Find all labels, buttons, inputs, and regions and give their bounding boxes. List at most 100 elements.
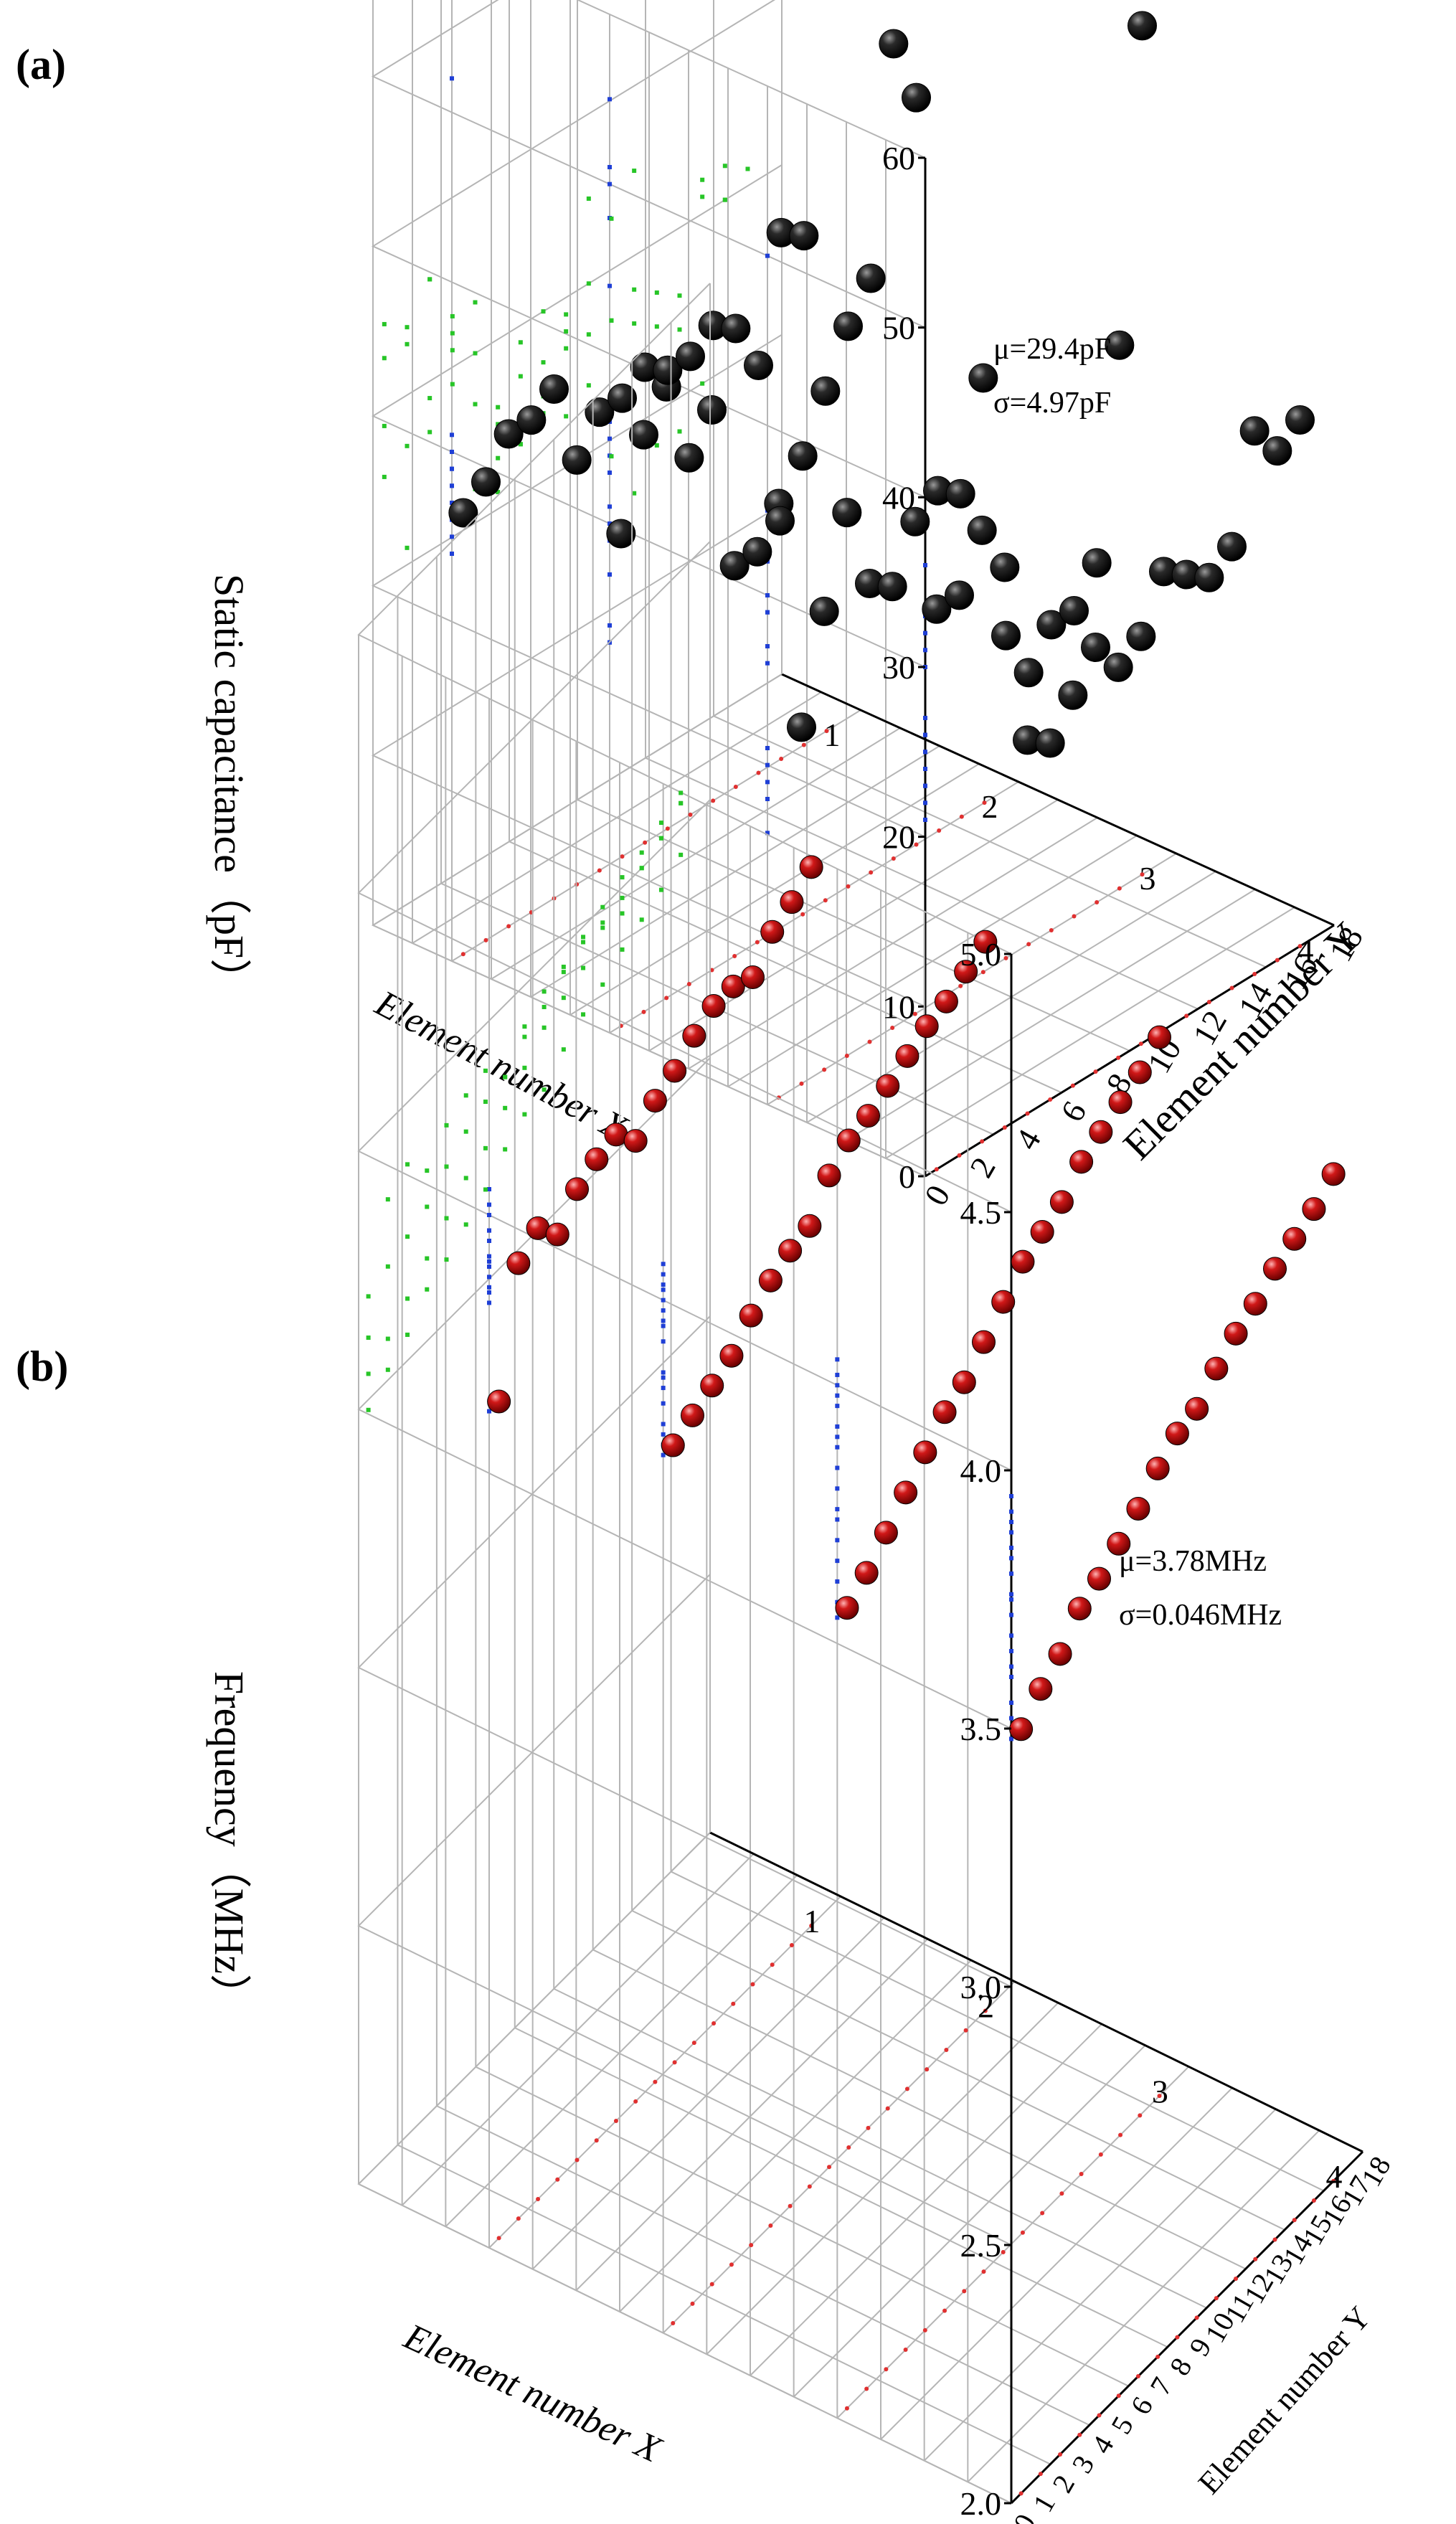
projection-y-marker	[518, 374, 523, 379]
data-point-sphere	[798, 1214, 822, 1238]
data-point-sphere	[1105, 330, 1135, 360]
floor-marker	[594, 2138, 599, 2143]
projection-y-marker	[483, 1100, 488, 1105]
data-point-sphere	[1128, 1060, 1152, 1084]
projection-y-marker	[444, 1216, 449, 1221]
projection-y-marker	[405, 443, 410, 448]
projection-y-marker	[632, 169, 637, 174]
projection-y-marker	[450, 382, 455, 387]
projection-x-marker	[1009, 1649, 1013, 1653]
projection-y-marker	[632, 491, 637, 496]
projection-x-marker	[835, 1434, 840, 1440]
data-point-sphere	[1087, 1566, 1111, 1591]
data-point-sphere	[1321, 1162, 1346, 1186]
projection-y-marker	[427, 277, 432, 282]
gridline-floor-y	[592, 1949, 1247, 2270]
z-tick-label: 0	[899, 1158, 915, 1195]
projection-y-marker	[463, 1176, 468, 1181]
gridline-floor-x	[531, 1916, 885, 2270]
projection-x-marker	[661, 1323, 666, 1328]
projection-y-marker	[654, 324, 659, 329]
projection-x-marker	[450, 534, 454, 539]
projection-x-marker	[765, 610, 770, 615]
projection-y-marker	[473, 300, 478, 305]
panel-b-projection-y	[366, 790, 684, 1412]
data-point-sphere	[991, 620, 1021, 651]
panel-b-x-axis-title: Element number X	[397, 2316, 668, 2472]
x-tick-label: 4	[1326, 2158, 1343, 2195]
data-point-sphere	[809, 596, 839, 626]
projection-x-marker	[661, 1401, 666, 1406]
projection-y-marker	[473, 402, 478, 407]
projection-y-marker	[561, 1047, 566, 1052]
floor-marker	[768, 2223, 773, 2228]
projection-x-marker	[1009, 1520, 1013, 1524]
projection-y-marker	[382, 321, 387, 326]
data-point-sphere	[913, 1440, 937, 1465]
floor-marker	[869, 870, 874, 875]
floor-marker	[824, 729, 829, 734]
projection-y-marker	[658, 836, 663, 841]
floor-marker	[671, 2321, 676, 2326]
data-point-sphere	[1009, 1717, 1034, 1741]
y-tick-label: 3	[1065, 2450, 1100, 2479]
projection-y-marker	[366, 1407, 371, 1412]
floor-marker	[942, 2308, 947, 2313]
data-point-sphere	[934, 989, 958, 1013]
projection-y-marker	[382, 423, 387, 428]
floor-marker	[957, 1153, 962, 1158]
projection-x-marker	[923, 716, 927, 720]
projection-y-marker	[463, 1129, 468, 1134]
panel-a-projection-y	[382, 164, 750, 550]
floor-marker	[555, 2177, 560, 2182]
projection-x-marker	[923, 732, 927, 737]
floor-marker	[1003, 955, 1008, 960]
floor-marker	[755, 940, 760, 945]
floor-marker	[937, 828, 942, 833]
data-point-sphere	[487, 1389, 511, 1414]
data-point-sphere	[1126, 621, 1156, 651]
floor-marker	[1184, 1013, 1189, 1018]
gridline-floor-y	[436, 2105, 1090, 2426]
data-point-sphere	[1204, 1356, 1229, 1381]
projection-x-marker	[1009, 1597, 1013, 1602]
floor-marker	[641, 1009, 646, 1014]
projection-x-marker	[1009, 1612, 1013, 1617]
projection-y-marker	[405, 341, 410, 346]
floor-marker	[903, 2348, 908, 2353]
projection-x-marker	[487, 1202, 491, 1207]
data-point-sphere	[836, 1128, 861, 1153]
projection-y-marker	[581, 1012, 586, 1017]
projection-x-marker	[1009, 1675, 1013, 1679]
projection-x-marker	[487, 1254, 491, 1259]
projection-x-marker	[450, 76, 454, 81]
floor-marker	[1049, 927, 1054, 932]
gridline-floor-x	[619, 1960, 972, 2312]
projection-y-marker	[405, 1332, 410, 1337]
data-point-sphere	[922, 594, 952, 624]
floor-marker	[885, 2106, 890, 2111]
projection-y-marker	[542, 1087, 547, 1092]
data-point-sphere	[1069, 1150, 1094, 1174]
projection-x-marker	[661, 1308, 666, 1313]
y-tick-label: 2	[963, 1151, 1003, 1183]
projection-y-marker	[679, 800, 684, 805]
projection-x-marker	[661, 1339, 666, 1344]
floor-marker	[1098, 2152, 1103, 2157]
floor-marker	[912, 1011, 917, 1016]
projection-x-marker	[835, 1383, 840, 1388]
data-point-sphere	[900, 506, 930, 537]
floor-marker	[483, 937, 488, 942]
data-point-sphere	[991, 1290, 1016, 1314]
projection-x-marker	[1009, 1736, 1013, 1741]
y-axis-line	[709, 1831, 1363, 2153]
projection-x-marker	[487, 1300, 491, 1305]
data-point-sphere	[874, 1521, 898, 1545]
data-point-sphere	[674, 443, 704, 473]
panel-b-floor-markers	[496, 1923, 1336, 2496]
gridline-floor-x	[793, 2044, 1146, 2398]
projection-y-marker	[425, 1256, 430, 1261]
projection-y-marker	[463, 1222, 468, 1227]
z-tick-label: 20	[882, 819, 915, 856]
projection-x-marker	[835, 1517, 840, 1522]
